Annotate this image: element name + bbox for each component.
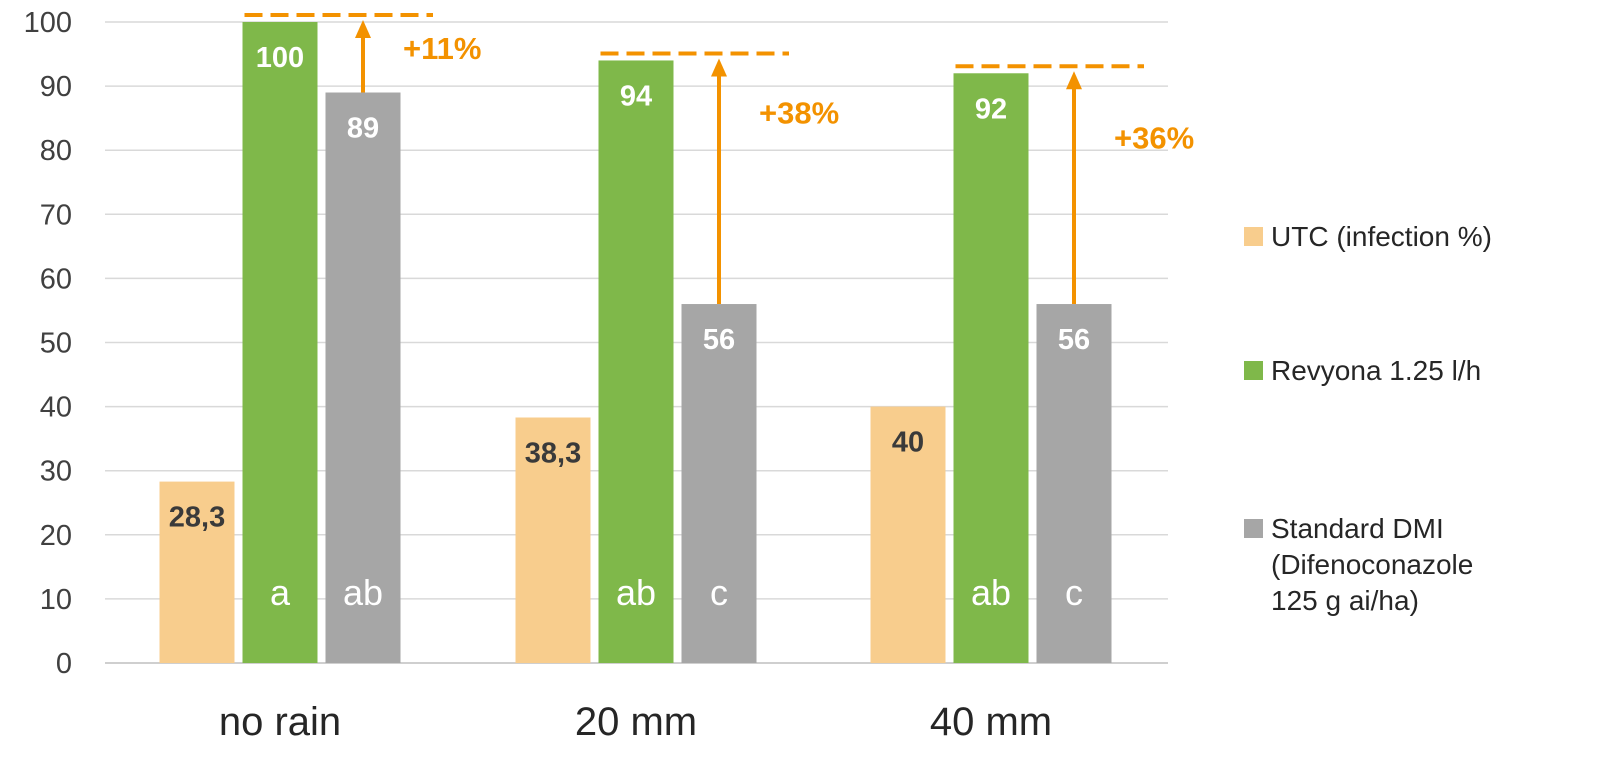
significance-letter: a (270, 572, 291, 613)
bar-dmi-no-rain (325, 92, 401, 663)
gain-label: +11% (403, 31, 481, 66)
significance-letter: ab (971, 572, 1011, 613)
y-tick-label: 30 (40, 456, 72, 488)
gain-arrow-head (711, 58, 727, 77)
legend-label: Standard DMI (1271, 513, 1444, 544)
y-tick-label: 0 (56, 648, 72, 680)
bar-revyona-20-mm (598, 60, 674, 663)
bars (159, 22, 1112, 663)
y-tick-label: 100 (24, 7, 72, 39)
y-tick-label: 70 (40, 199, 72, 231)
bar-utc-20-mm (515, 417, 591, 663)
gain-arrow-head (1066, 71, 1082, 90)
data-label: 100 (256, 42, 304, 74)
gain-arrow-head (355, 20, 371, 38)
bar-utc-no-rain (159, 481, 235, 663)
y-tick-label: 80 (40, 135, 72, 167)
x-tick-label: no rain (219, 700, 341, 744)
bar-dmi-20-mm (681, 304, 757, 663)
y-tick-label: 10 (40, 584, 72, 616)
data-label: 94 (620, 80, 652, 112)
legend-label: UTC (infection %) (1271, 221, 1492, 252)
data-label: 38,3 (525, 437, 581, 469)
legend-label: Revyona 1.25 l/h (1271, 355, 1481, 386)
legend-swatch (1244, 519, 1263, 538)
data-label: 89 (347, 113, 379, 145)
significance-letter: c (1065, 572, 1083, 613)
data-label: 92 (975, 93, 1007, 125)
bar-utc-40-mm (870, 406, 946, 663)
bar-dmi-40-mm (1036, 304, 1112, 663)
y-tick-label: 40 (40, 392, 72, 424)
legend-label: 125 g ai/ha) (1271, 585, 1419, 616)
y-tick-label: 60 (40, 263, 72, 295)
bar-revyona-40-mm (953, 73, 1029, 663)
y-axis-ticks: 0 10 20 30 40 50 60 70 80 90 100 (24, 7, 72, 680)
x-axis-ticks: no rain 20 mm 40 mm (219, 700, 1052, 744)
legend-swatch (1244, 361, 1263, 380)
bar-revyona-no-rain (242, 22, 318, 663)
data-label: 56 (1058, 324, 1090, 356)
data-label: 40 (892, 427, 924, 459)
significance-letter: ab (343, 572, 383, 613)
significance-letter: ab (616, 572, 656, 613)
y-tick-label: 50 (40, 328, 72, 360)
significance-letter: c (710, 572, 728, 613)
legend: UTC (infection %) Revyona 1.25 l/h Standar… (1244, 221, 1492, 616)
x-tick-label: 20 mm (575, 700, 697, 744)
legend-swatch (1244, 227, 1263, 246)
gain-annotations: +11% +38% +36% (244, 13, 1194, 305)
data-label: 28,3 (169, 502, 225, 534)
data-labels: 28,3 38,3 40 100 a 94 ab 92 ab 89 ab 56 c 56 c (169, 42, 1090, 613)
y-tick-label: 20 (40, 520, 72, 552)
data-label: 56 (703, 324, 735, 356)
gain-label: +36% (1114, 120, 1194, 155)
legend-label: (Difenoconazole (1271, 549, 1473, 580)
x-tick-label: 40 mm (930, 700, 1052, 744)
gain-label: +38% (759, 95, 839, 130)
y-tick-label: 90 (40, 71, 72, 103)
